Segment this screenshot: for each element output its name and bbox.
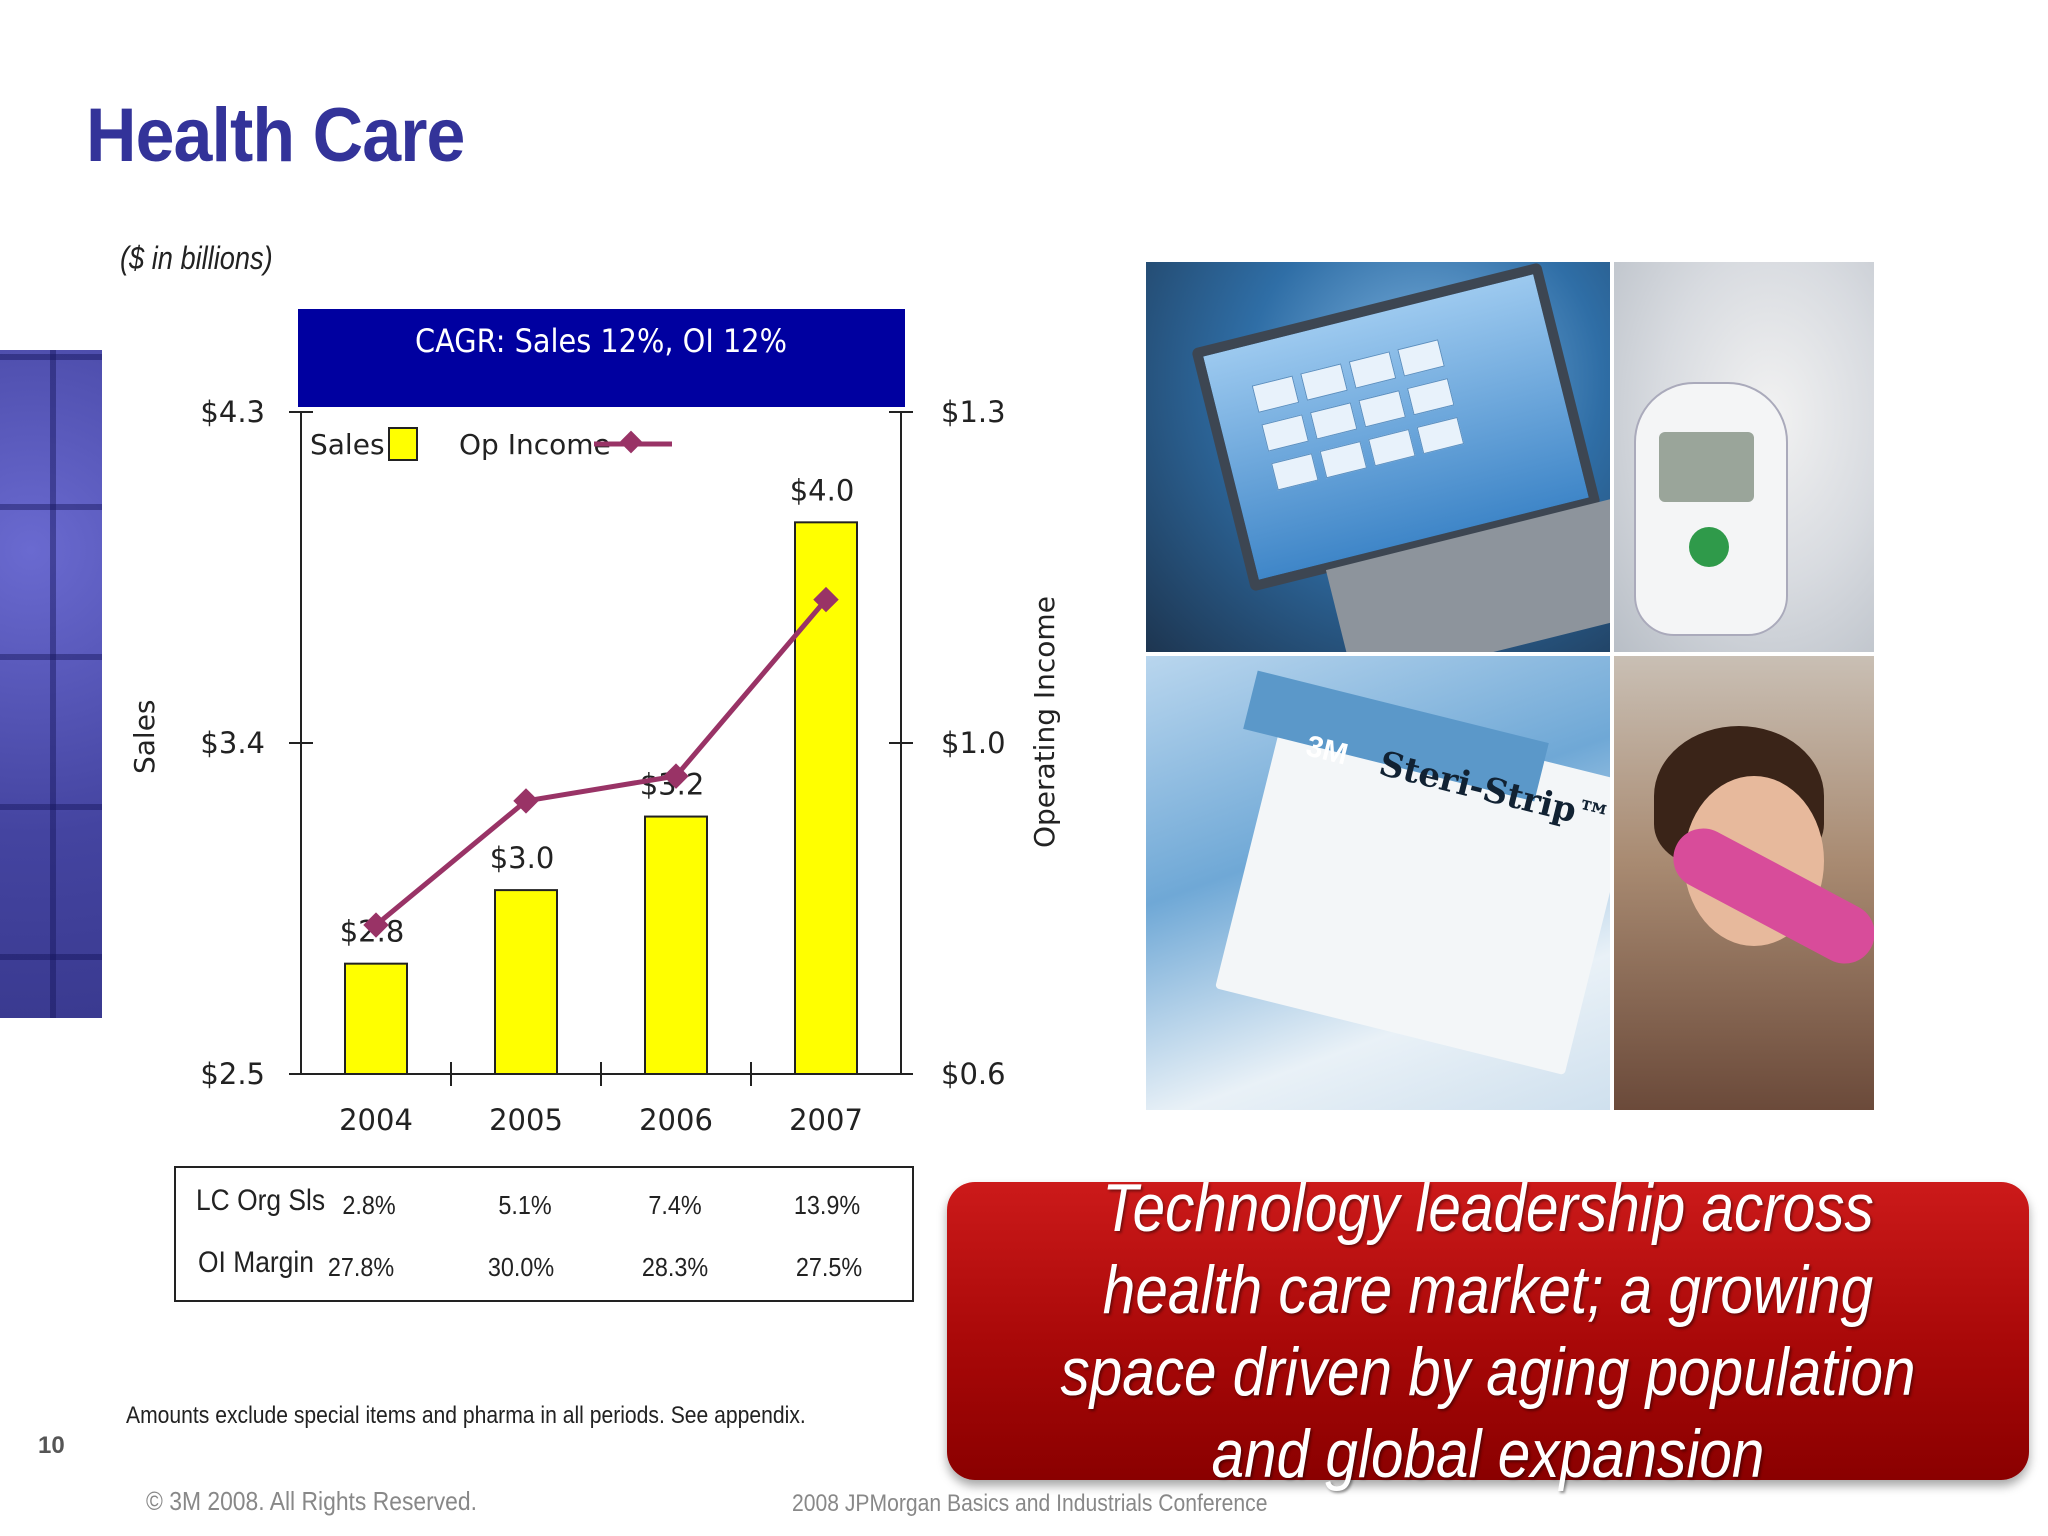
units-note: ($ in billions) [120, 240, 273, 276]
y-tick-label: $4.3 [200, 395, 265, 429]
metrics-table: LC Org Sls 2.8% 5.1% 7.4% 13.9% OI Margi… [174, 1166, 914, 1302]
sales-bar [644, 815, 708, 1075]
sales-bar [794, 521, 858, 1075]
table-cell: 27.5% [795, 1252, 863, 1282]
woman-with-cast-photo [1614, 656, 1874, 1110]
chart-header-text: CAGR: Sales 12%, OI 12% [415, 324, 787, 361]
slide-title: Health Care [86, 93, 465, 178]
table-cell: 27.8% [327, 1252, 395, 1282]
op-income-marker [813, 586, 839, 613]
steri-strip-package-photo: 3M Steri-Strip™ S [1146, 656, 1610, 1110]
y2-tick-label: $0.6 [941, 1057, 1006, 1091]
row-label: OI Margin [198, 1246, 314, 1279]
table-cell: 7.4% [648, 1190, 702, 1220]
op-income-marker [663, 763, 689, 789]
y-axis-title: Sales [128, 699, 161, 774]
table-row: OI Margin 27.8% 30.0% 28.3% 27.5% [176, 1240, 912, 1290]
bar-value-label: $3.0 [490, 841, 555, 875]
x-tick-label: 2004 [339, 1103, 413, 1137]
sales-bar [494, 889, 558, 1075]
x-tick-label: 2006 [639, 1103, 713, 1137]
health-care-photo-collage: 3M Steri-Strip™ S [1146, 262, 1874, 1110]
laptop-stethoscope-photo [1146, 262, 1610, 652]
legend-sales-label: Sales [310, 428, 385, 461]
row-label: LC Org Sls [196, 1184, 326, 1217]
op-income-line [374, 597, 828, 927]
y-tick-label: $3.4 [200, 726, 265, 760]
table-cell: 13.9% [793, 1190, 861, 1220]
conference-name: 2008 JPMorgan Basics and Industrials Con… [792, 1490, 1268, 1517]
legend-opincome-marker [619, 430, 643, 454]
copyright: © 3M 2008. All Rights Reserved. [146, 1486, 477, 1516]
decorative-side-strip [0, 350, 102, 1018]
table-cell: 5.1% [498, 1190, 552, 1220]
x-tick-label: 2007 [789, 1103, 863, 1137]
page-number: 10 [38, 1432, 65, 1459]
handheld-meter-photo [1614, 262, 1874, 652]
x-tick-label: 2005 [489, 1103, 563, 1137]
sales-opincome-chart: CAGR: Sales 12%, OI 12% $2.5 $3.4 $4.3 $0.6… [128, 309, 1061, 1137]
key-message-callout: Technology leadership across health care… [947, 1170, 2029, 1492]
y2-tick-label: $1.3 [941, 395, 1006, 429]
callout-text: Technology leadership across health care… [1060, 1170, 1916, 1492]
y2-axis-title: Operating Income [1028, 596, 1061, 848]
bar-value-label: $4.0 [790, 473, 855, 507]
legend-opincome-label: Op Income [459, 428, 611, 461]
y2-tick-label: $1.0 [941, 726, 1006, 760]
legend-sales-swatch [388, 427, 418, 461]
footnote: Amounts exclude special items and pharma… [126, 1402, 806, 1429]
y-tick-label: $2.5 [200, 1057, 265, 1091]
table-cell: 28.3% [641, 1252, 709, 1282]
sales-bar [344, 962, 408, 1076]
chart-header-box [298, 309, 905, 407]
table-cell: 2.8% [342, 1190, 396, 1220]
op-income-marker [513, 788, 539, 814]
table-row: LC Org Sls 2.8% 5.1% 7.4% 13.9% [176, 1178, 912, 1228]
table-cell: 30.0% [487, 1252, 555, 1282]
op-income-marker [363, 912, 389, 938]
